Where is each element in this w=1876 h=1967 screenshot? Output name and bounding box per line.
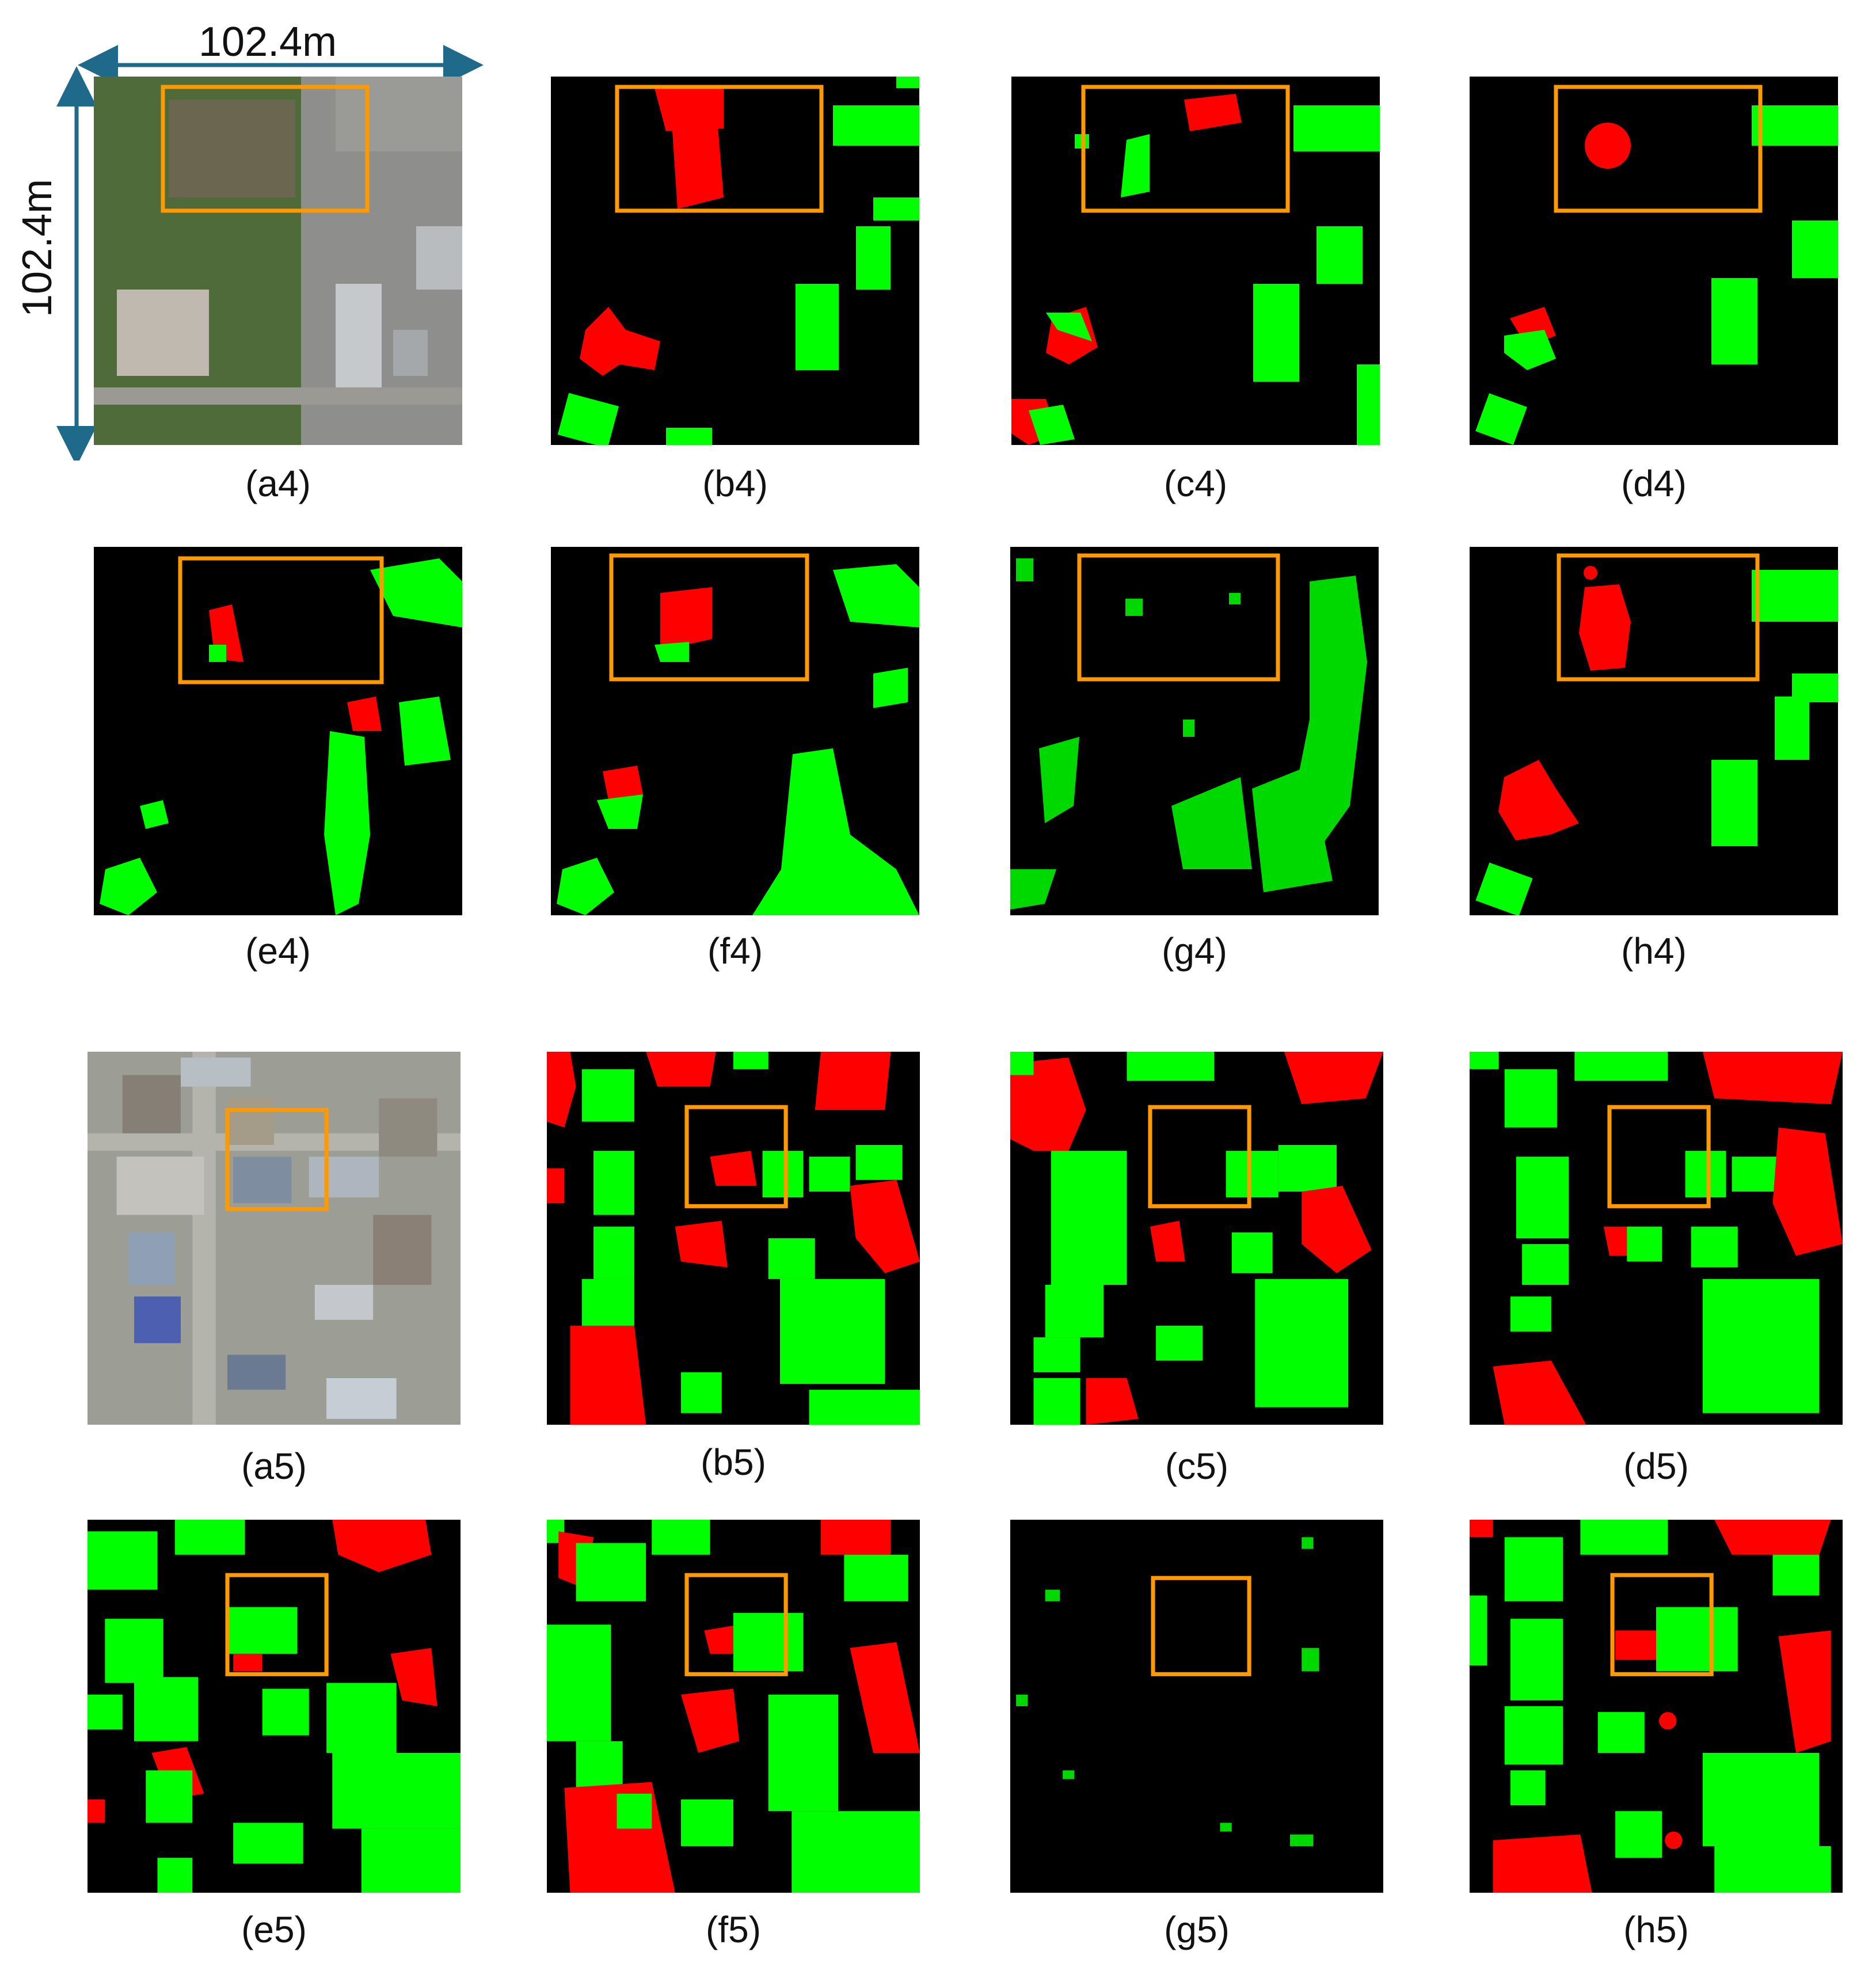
caption-h5: (h5) — [1623, 1909, 1689, 1950]
horizontal-scale-label: 102.4m — [199, 19, 337, 65]
damaged-region — [332, 1520, 432, 1573]
damaged-region — [1284, 1052, 1383, 1105]
caption-g5: (g5) — [1164, 1909, 1230, 1950]
damaged-region — [1703, 1052, 1843, 1105]
damaged-region — [646, 1052, 716, 1087]
caption-d4: (d4) — [1621, 463, 1687, 504]
caption-c5: (c5) — [1165, 1445, 1229, 1487]
damaged-region — [1772, 1127, 1843, 1256]
damaged-region — [675, 1220, 728, 1268]
prediction-h5 — [1470, 1520, 1843, 1893]
aerial-image-a5 — [87, 1052, 461, 1425]
caption-h4: (h4) — [1621, 930, 1687, 972]
caption-g4: (g4) — [1162, 930, 1227, 972]
caption-f5: (f5) — [706, 1909, 761, 1950]
damaged-region — [1714, 1520, 1831, 1555]
damaged-region — [1778, 1630, 1831, 1753]
damaged-region — [654, 85, 724, 131]
damaged-region — [347, 697, 382, 731]
damaged-region — [580, 307, 660, 376]
damaged-region — [1493, 1834, 1592, 1893]
damaged-region — [815, 1052, 891, 1110]
prediction-e4 — [94, 547, 462, 915]
prediction-c4 — [1011, 77, 1380, 445]
caption-b4: (b4) — [702, 463, 768, 504]
prediction-e5 — [87, 1520, 461, 1893]
prediction-d4 — [1470, 77, 1838, 445]
caption-e5: (e5) — [241, 1909, 307, 1950]
prediction-c5 — [1010, 1052, 1383, 1425]
damaged-region — [850, 1642, 920, 1753]
damaged-region — [680, 1688, 740, 1753]
prediction-g4 — [1010, 547, 1379, 915]
damaged-region — [1659, 1712, 1677, 1730]
damaged-region — [570, 1325, 646, 1425]
damaged-region — [850, 1180, 920, 1273]
prediction-h4 — [1470, 547, 1838, 915]
damaged-region — [1585, 123, 1631, 169]
prediction-b4 — [551, 77, 919, 445]
prediction-g5 — [1010, 1520, 1383, 1893]
damaged-region — [603, 766, 643, 800]
damaged-region — [1493, 1360, 1586, 1425]
caption-e4: (e4) — [245, 930, 311, 972]
damaged-region — [547, 1052, 576, 1128]
damaged-region — [1010, 1057, 1086, 1151]
damaged-region — [1584, 566, 1597, 580]
damaged-region — [1184, 94, 1242, 131]
caption-a4: (a4) — [245, 463, 311, 504]
damaged-region — [660, 587, 712, 650]
caption-d5: (d5) — [1623, 1445, 1689, 1487]
damaged-region — [1150, 1220, 1185, 1262]
damaged-region — [1302, 1185, 1372, 1273]
damaged-region — [672, 123, 724, 209]
damaged-region — [710, 1151, 757, 1186]
prediction-f4 — [551, 547, 919, 915]
prediction-b5 — [547, 1052, 920, 1425]
prediction-d5 — [1470, 1052, 1843, 1425]
damaged-region — [1498, 760, 1579, 840]
prediction-f5 — [547, 1520, 920, 1893]
damaged-region — [1665, 1831, 1683, 1850]
damaged-region — [1579, 584, 1631, 671]
damaged-region — [1086, 1378, 1139, 1425]
caption-a5: (a5) — [241, 1445, 307, 1487]
caption-f4: (f4) — [707, 930, 763, 972]
aerial-image-a4 — [94, 77, 462, 445]
vertical-scale-label: 102.4m — [14, 178, 60, 317]
caption-c4: (c4) — [1163, 463, 1228, 504]
damaged-region — [390, 1648, 437, 1706]
caption-b5: (b5) — [701, 1441, 766, 1483]
